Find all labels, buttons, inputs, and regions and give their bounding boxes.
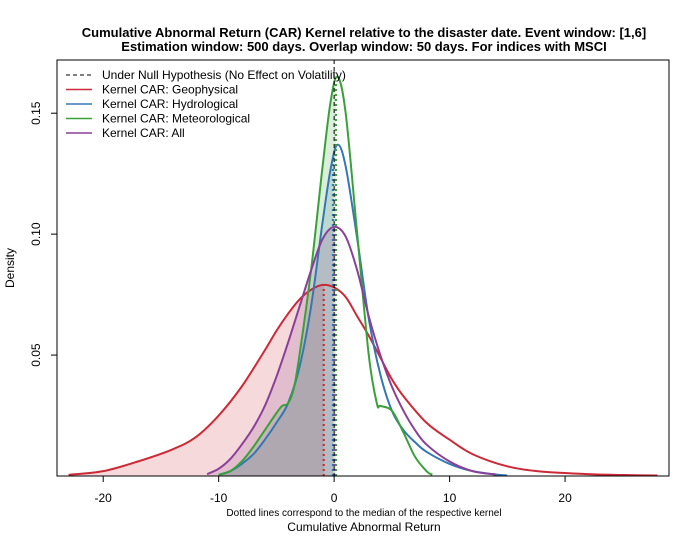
fill-kernel-car-hydrological: [218, 160, 333, 476]
y-tick-label: 0.15: [29, 101, 43, 125]
x-tick-label: -20: [95, 491, 113, 505]
legend-label: Kernel CAR: All: [102, 126, 185, 140]
median-note: Dotted lines correspond to the median of…: [226, 508, 501, 519]
density-curves: [68, 75, 658, 477]
legend-label: Kernel CAR: Meteorological: [102, 112, 250, 126]
x-tick-label: 20: [558, 491, 572, 505]
y-axis-label: Density: [3, 248, 17, 288]
x-tick-label: 10: [443, 491, 457, 505]
fill-kernel-car-geophysical: [68, 284, 324, 476]
x-axis: -20 -10 0 10 20: [95, 475, 572, 505]
chart-title-line1: Cumulative Abnormal Return (CAR) Kernel …: [82, 25, 646, 40]
x-axis-label: Cumulative Abnormal Return: [287, 520, 440, 534]
legend-label: Kernel CAR: Geophysical: [102, 83, 238, 97]
curve-kernel-car-geophysical: [68, 283, 658, 477]
legend-label: Under Null Hypothesis (No Effect on Vola…: [102, 68, 346, 82]
legend-label: Kernel CAR: Hydrological: [102, 97, 238, 111]
chart-title-line2: Estimation window: 500 days. Overlap win…: [121, 39, 606, 54]
density-fills: [68, 82, 336, 476]
x-tick-label: -10: [210, 491, 228, 505]
y-axis: 0.05 0.10 0.15: [29, 101, 58, 367]
x-tick-label: 0: [331, 491, 338, 505]
fill-kernel-car-all: [207, 226, 335, 476]
y-tick-label: 0.10: [29, 222, 43, 246]
legend: Under Null Hypothesis (No Effect on Vola…: [66, 68, 346, 140]
fill-kernel-car-meteorological: [218, 82, 336, 476]
curve-kernel-car-meteorological: [218, 75, 433, 476]
curve-kernel-car-hydrological: [218, 143, 508, 477]
curve-kernel-car-all: [206, 225, 496, 476]
y-tick-label: 0.05: [29, 343, 43, 367]
